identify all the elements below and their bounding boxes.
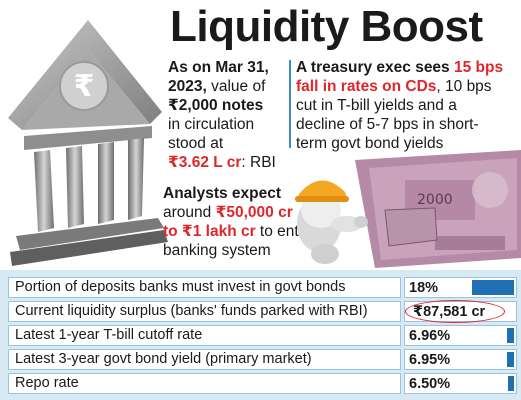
treasury-exec-text: A treasury exec sees 15 bps fall in rate…	[296, 59, 504, 152]
row-value-cell: 6.96%	[404, 325, 517, 346]
value-bar	[508, 376, 514, 391]
table-row: Portion of deposits banks must invest in…	[4, 277, 517, 298]
row-label: Repo rate	[8, 373, 401, 394]
svg-text:2000: 2000	[417, 192, 453, 208]
divider	[289, 60, 291, 148]
row-value: 6.95%	[409, 352, 451, 368]
highlight-circle	[405, 300, 505, 323]
table-row: Latest 3-year govt bond yield (primary m…	[4, 349, 517, 370]
table-row: Latest 1-year T-bill cutoff rate 6.96%	[4, 325, 517, 346]
value-bar	[472, 280, 514, 295]
row-value: 6.96%	[409, 328, 451, 344]
row-value-cell: 6.95%	[404, 349, 517, 370]
row-label: Latest 1-year T-bill cutoff rate	[8, 325, 401, 346]
table-row: Current liquidity surplus (banks' funds …	[4, 300, 517, 323]
value-bar	[507, 352, 514, 367]
row-value-cell: 18%	[404, 277, 517, 298]
value-bar	[507, 328, 514, 343]
row-label: Current liquidity surplus (banks' funds …	[8, 301, 401, 322]
page-title: Liquidity Boost	[170, 2, 483, 51]
notes-in-circulation-text: As on Mar 31, 2023, value of ₹2,000 note…	[168, 59, 276, 171]
bank-building-icon: ₹	[8, 20, 168, 266]
currency-note-puzzle-icon: 2000	[355, 150, 521, 268]
infographic-top: ₹ Liquidity Boost As on Mar 31, 2023, va…	[8, 2, 521, 268]
row-value: 18%	[409, 280, 439, 296]
worker-helmet-icon: 2000	[295, 150, 521, 268]
row-value: 6.50%	[409, 376, 451, 392]
row-value: ₹87,581 cr	[413, 304, 486, 320]
metrics-table: Portion of deposits banks must invest in…	[0, 270, 521, 400]
analysts-expect-text: Analysts expect around ₹50,000 cr to ₹1 …	[163, 185, 313, 259]
row-label: Latest 3-year govt bond yield (primary m…	[8, 349, 401, 370]
table-row: Repo rate 6.50%	[4, 373, 517, 394]
row-value-cell: 6.50%	[404, 373, 517, 394]
row-value-cell: ₹87,581 cr	[404, 300, 517, 323]
rupee-icon: ₹	[74, 69, 95, 104]
row-label: Portion of deposits banks must invest in…	[8, 277, 401, 298]
